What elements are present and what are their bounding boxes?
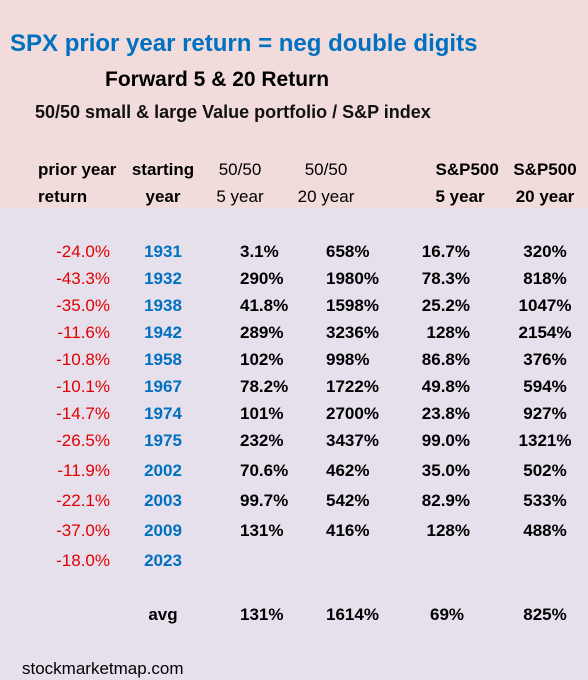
- description: 50/50 small & large Value portfolio / S&…: [35, 102, 431, 122]
- column-header: 5 year: [216, 187, 264, 206]
- table-cell: 3236%: [326, 323, 379, 342]
- table-cell: 376%: [523, 350, 567, 369]
- table-cell: 25.2%: [421, 296, 470, 315]
- average-value: 69%: [429, 605, 465, 624]
- table-cell: -18.0%: [56, 551, 110, 570]
- table-cell: 1975: [144, 431, 182, 450]
- column-header: 50/50: [218, 160, 262, 179]
- table-cell: 2003: [144, 491, 182, 510]
- average-value: 131%: [240, 605, 284, 624]
- table-cell: 1598%: [326, 296, 379, 315]
- table-cell: 3.1%: [240, 242, 279, 261]
- table-cell: -37.0%: [56, 521, 110, 540]
- table-cell: 289%: [240, 323, 284, 342]
- average-value: 1614%: [326, 605, 379, 624]
- column-header: year: [145, 187, 181, 206]
- column-header: 20 year: [297, 187, 355, 206]
- table-cell: 1931: [144, 242, 182, 261]
- table-cell: 998%: [326, 350, 370, 369]
- column-header: 50/50: [304, 160, 348, 179]
- table-cell: 70.6%: [240, 461, 289, 480]
- table-cell: 2009: [144, 521, 182, 540]
- column-header: 5 year: [436, 188, 485, 205]
- table-cell: 2023: [144, 551, 182, 570]
- table-cell: 78.3%: [421, 269, 470, 288]
- table-cell: -11.6%: [57, 323, 110, 342]
- column-header: starting: [131, 160, 195, 179]
- table-cell: 927%: [523, 404, 567, 423]
- table-cell: 1047%: [518, 296, 572, 315]
- table-cell: 488%: [523, 521, 567, 540]
- table-cell: -43.3%: [56, 269, 110, 288]
- column-header: S&P500: [513, 160, 577, 179]
- table-cell: -35.0%: [56, 296, 110, 315]
- table-cell: 1967: [144, 377, 182, 396]
- table-cell: 2002: [144, 461, 182, 480]
- table-cell: 1321%: [518, 431, 572, 450]
- footer: stockmarketmap.com: [22, 659, 184, 678]
- table-cell: 416%: [326, 521, 370, 540]
- table-cell: -10.1%: [56, 377, 110, 396]
- subtitle: Forward 5 & 20 Return: [105, 68, 330, 91]
- table-cell: 78.2%: [240, 377, 289, 396]
- table-cell: 99.0%: [421, 431, 470, 450]
- table-cell: -24.0%: [56, 242, 110, 261]
- column-header: prior year: [38, 160, 117, 179]
- table-cell: 1722%: [326, 377, 379, 396]
- table-cell: 2700%: [326, 404, 379, 423]
- table-cell: 35.0%: [421, 461, 470, 480]
- title: SPX prior year return = neg double digit…: [10, 30, 478, 57]
- table-cell: -26.5%: [56, 431, 110, 450]
- table-cell: 128%: [426, 323, 470, 342]
- table-cell: 1938: [144, 296, 182, 315]
- table-cell: 232%: [240, 431, 284, 450]
- table-cell: 49.8%: [421, 377, 470, 396]
- table-cell: 1974: [144, 404, 182, 423]
- table-cell: -10.8%: [56, 350, 110, 369]
- table-cell: 658%: [326, 242, 370, 261]
- table-cell: 818%: [523, 269, 567, 288]
- table-cell: 3437%: [326, 431, 379, 450]
- table-cell: 290%: [240, 269, 284, 288]
- table-cell: 1942: [144, 323, 182, 342]
- column-header: 20 year: [515, 187, 575, 206]
- table-cell: 1932: [144, 269, 182, 288]
- table-cell: 16.7%: [421, 242, 470, 261]
- table-cell: 86.8%: [421, 350, 470, 369]
- table-cell: 23.8%: [421, 404, 470, 423]
- table-cell: 2154%: [518, 323, 572, 342]
- table-cell: 41.8%: [240, 296, 289, 315]
- table-cell: -11.9%: [57, 461, 110, 480]
- column-header: S&P500: [436, 161, 499, 178]
- table-cell: 101%: [240, 404, 284, 423]
- table-cell: 1980%: [326, 269, 379, 288]
- table-cell: 502%: [523, 461, 567, 480]
- table-cell: 462%: [326, 461, 370, 480]
- table-cell: 320%: [523, 242, 567, 261]
- column-header: return: [38, 187, 88, 206]
- table-cell: 128%: [426, 521, 470, 540]
- table-cell: 102%: [240, 350, 284, 369]
- header-band: [0, 0, 588, 208]
- table-cell: 1958: [144, 350, 182, 369]
- table-cell: 542%: [326, 491, 370, 510]
- average-value: 825%: [523, 605, 567, 624]
- table-cell: 82.9%: [421, 491, 470, 510]
- table-cell: 594%: [523, 377, 567, 396]
- table-cell: -14.7%: [56, 404, 110, 423]
- table-cell: 99.7%: [240, 491, 289, 510]
- table-cell: 533%: [523, 491, 567, 510]
- table-cell: 131%: [240, 521, 284, 540]
- table-cell: -22.1%: [56, 491, 110, 510]
- average-label: avg: [148, 605, 178, 624]
